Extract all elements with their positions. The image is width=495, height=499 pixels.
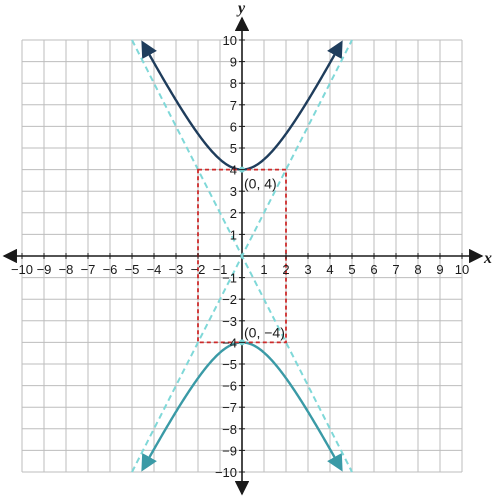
x-tick-label: −2 <box>191 262 206 277</box>
vertex-label: (0, −4) <box>244 324 285 340</box>
y-tick-label: 7 <box>230 98 237 113</box>
x-tick-label: −8 <box>59 262 74 277</box>
x-tick-label: −10 <box>11 262 33 277</box>
x-tick-label: −4 <box>147 262 162 277</box>
x-tick-label: 5 <box>348 262 355 277</box>
y-tick-label: −2 <box>222 292 237 307</box>
labeled-points: (0, 4) (0, −4) <box>239 166 285 346</box>
tick-labels: −10 −9 −8 −7 −6 −5 −4 −3 −2 −1 1 2 3 4 5 6 7 8 9 10−10−9−8−… <box>11 33 469 480</box>
x-tick-label: 7 <box>392 262 399 277</box>
x-tick-label: −9 <box>37 262 52 277</box>
x-tick-label: 8 <box>414 262 421 277</box>
central-rectangle <box>197 168 287 344</box>
x-axis-label: x <box>483 250 492 267</box>
y-tick-label: −10 <box>215 465 237 480</box>
y-tick-label: −6 <box>222 379 237 394</box>
y-tick-label: 8 <box>230 76 237 91</box>
y-tick-label: 3 <box>230 184 237 199</box>
x-tick-label: 3 <box>304 262 311 277</box>
x-tick-label: −6 <box>103 262 118 277</box>
y-tick-label: 4 <box>230 163 237 178</box>
y-tick-label: −7 <box>222 400 237 415</box>
y-tick-label: 10 <box>223 33 237 48</box>
x-tick-label: 2 <box>282 262 289 277</box>
vertex-label: (0, 4) <box>244 176 277 192</box>
y-tick-label: −8 <box>222 422 237 437</box>
y-tick-label: 6 <box>230 119 237 134</box>
y-tick-label: −4 <box>222 335 237 350</box>
x-tick-label: 10 <box>455 262 469 277</box>
x-tick-label: 6 <box>370 262 377 277</box>
y-tick-label: −9 <box>222 443 237 458</box>
y-axis-label: y <box>236 0 246 17</box>
asymptote-line <box>131 39 353 473</box>
y-tick-label: −5 <box>222 357 237 372</box>
x-tick-label: −5 <box>125 262 140 277</box>
y-tick-label: −1 <box>222 271 237 286</box>
y-tick-label: 5 <box>230 141 237 156</box>
y-tick-label: −3 <box>222 314 237 329</box>
y-tick-label: 9 <box>230 55 237 70</box>
x-tick-label: −7 <box>81 262 96 277</box>
x-tick-label: 1 <box>260 262 267 277</box>
x-tick-label: −1 <box>213 262 228 277</box>
x-tick-label: 9 <box>436 262 443 277</box>
y-tick-label: 2 <box>230 206 237 221</box>
x-tick-label: −3 <box>169 262 184 277</box>
y-tick-label: 1 <box>230 227 237 242</box>
x-tick-label: 4 <box>326 262 333 277</box>
